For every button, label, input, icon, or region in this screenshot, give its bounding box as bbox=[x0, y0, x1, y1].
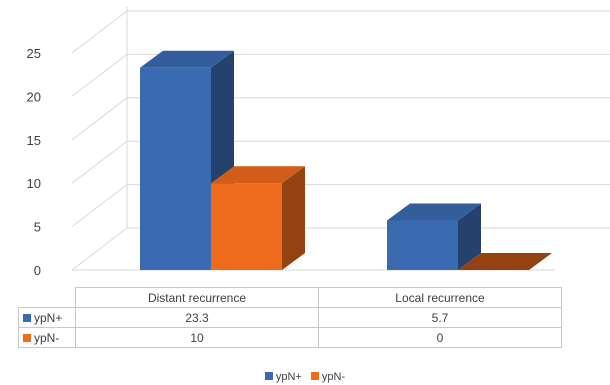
legend-item: ypN+ bbox=[264, 371, 302, 383]
bar-side-face bbox=[458, 203, 481, 270]
bar-front-face bbox=[387, 220, 458, 270]
bar-top-face bbox=[211, 166, 305, 184]
data-table-cell: 23.3 bbox=[75, 307, 319, 328]
data-table-cell: 5.7 bbox=[318, 307, 562, 328]
legend-swatch bbox=[264, 372, 273, 380]
bar-top-face bbox=[458, 253, 552, 270]
y-tick-label: 0 bbox=[34, 263, 41, 278]
gridline bbox=[71, 140, 610, 184]
bar-top-face bbox=[387, 203, 481, 221]
data-table-cell: 0 bbox=[318, 327, 562, 348]
data-table-corner bbox=[18, 287, 76, 308]
legend-label: ypN- bbox=[321, 371, 346, 383]
series-name: ypN+ bbox=[34, 310, 63, 325]
legend-swatch bbox=[310, 372, 319, 380]
y-tick-label: 10 bbox=[27, 176, 41, 191]
bar-top-face bbox=[140, 50, 234, 68]
legend: ypN+ ypN- bbox=[0, 371, 610, 383]
y-tick-label: 20 bbox=[27, 89, 41, 104]
legend-label: ypN+ bbox=[275, 371, 302, 383]
series-swatch bbox=[23, 333, 31, 342]
gridline bbox=[71, 184, 610, 227]
y-tick-label: 25 bbox=[27, 46, 41, 61]
bar-side-face bbox=[282, 166, 305, 270]
data-table-row: ypN+ 23.3 5.7 bbox=[18, 307, 562, 328]
bar-series bbox=[140, 50, 552, 271]
data-table-header: Distant recurrence Local recurrence bbox=[18, 287, 562, 308]
floor-left-edge bbox=[71, 227, 128, 271]
bar bbox=[458, 253, 552, 270]
gridline bbox=[71, 97, 610, 141]
category-label: Distant recurrence bbox=[75, 287, 319, 308]
bar bbox=[387, 203, 481, 270]
legend-item: ypN- bbox=[310, 371, 346, 383]
y-tick-label: 5 bbox=[34, 220, 41, 235]
category-label: Local recurrence bbox=[318, 287, 562, 308]
series-name: ypN- bbox=[34, 330, 60, 345]
series-swatch bbox=[23, 313, 31, 322]
data-table-series-label: ypN- bbox=[18, 327, 76, 348]
bar-front-face bbox=[140, 67, 211, 270]
gridline bbox=[71, 10, 610, 54]
bar bbox=[211, 166, 305, 270]
y-axis: 0 5 10 15 20 25 bbox=[27, 46, 41, 278]
data-table-cell: 10 bbox=[75, 327, 319, 348]
data-table-series-label: ypN+ bbox=[18, 307, 76, 328]
data-table: Distant recurrence Local recurrence ypN+… bbox=[18, 287, 562, 348]
data-table-row: ypN- 10 0 bbox=[18, 327, 562, 348]
gridline bbox=[71, 53, 610, 97]
bar-front-face bbox=[211, 183, 282, 270]
y-tick-label: 15 bbox=[27, 133, 41, 148]
